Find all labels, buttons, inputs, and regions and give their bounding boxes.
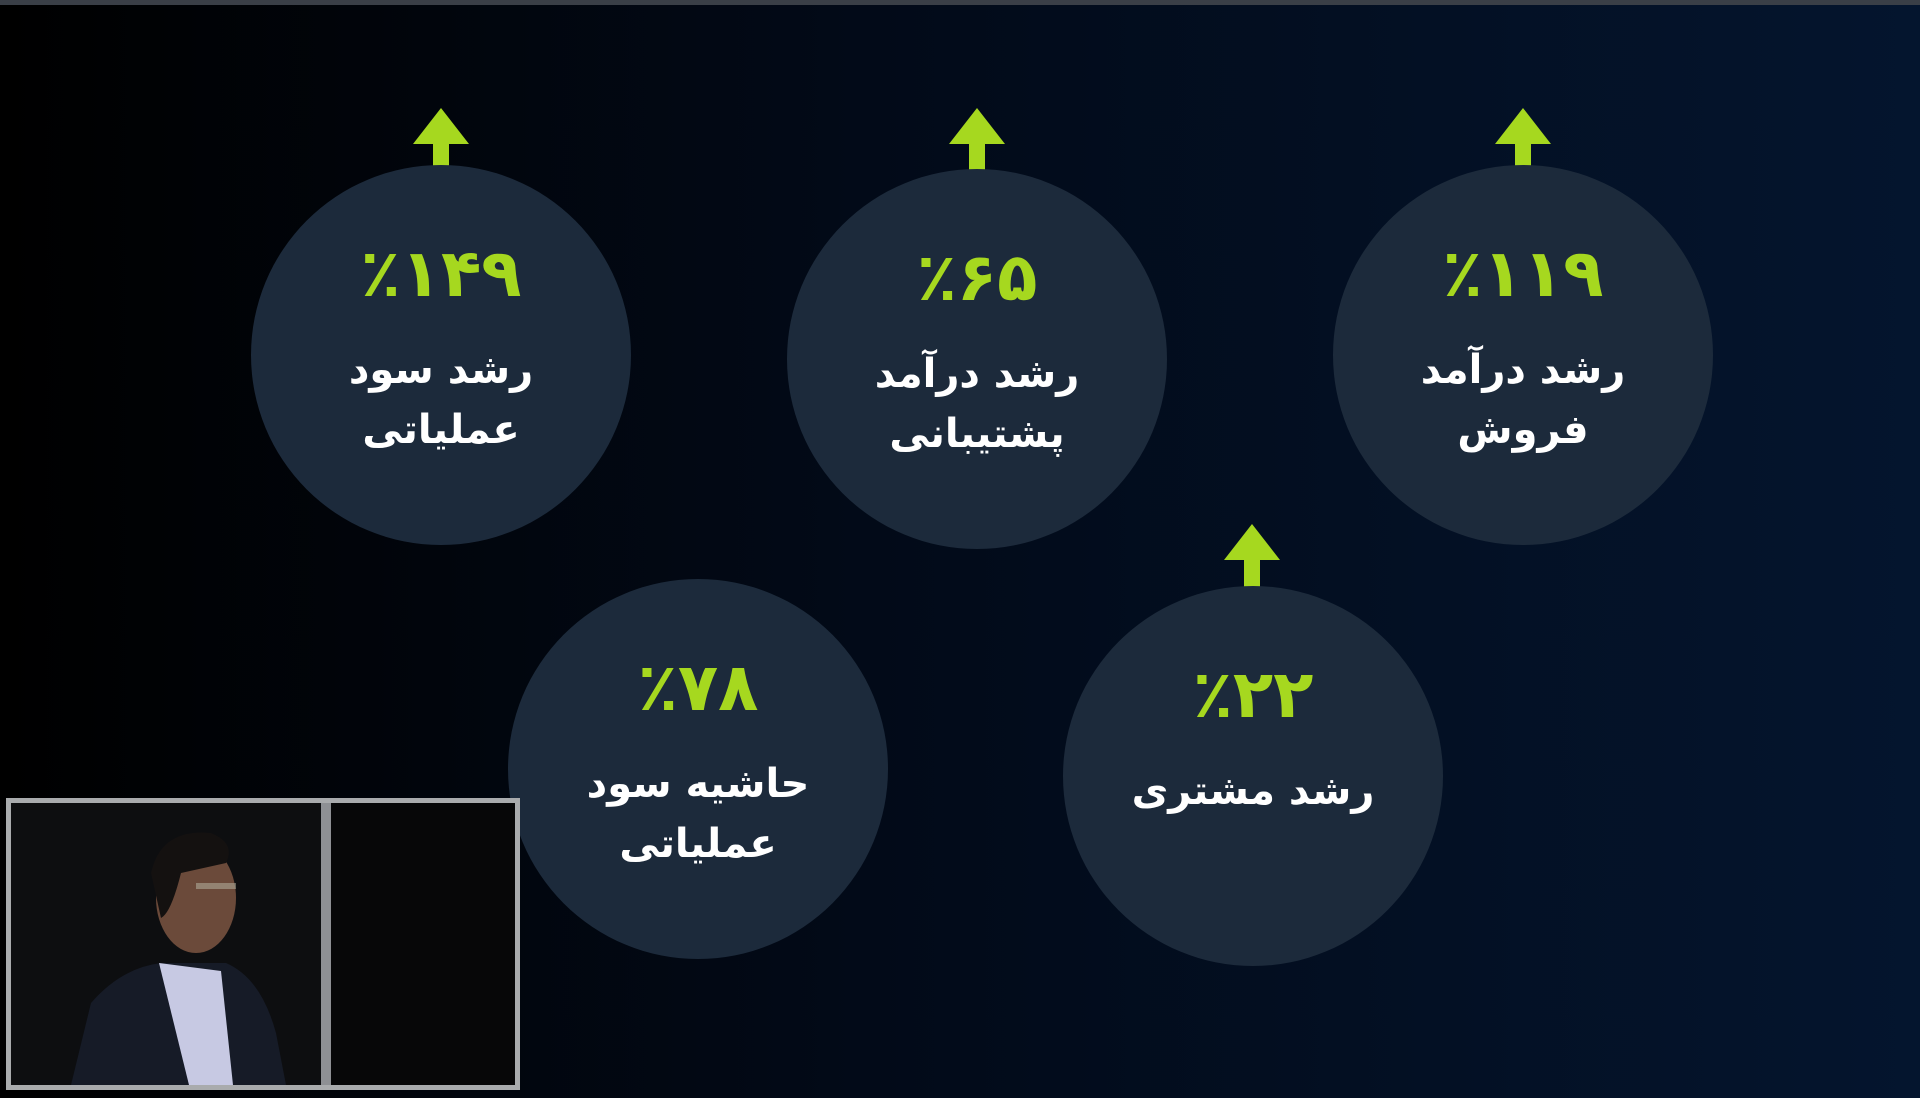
metric-value: ٪۲۲ [1192,656,1316,733]
metric-sales-revenue-growth: ٪۱۱۹ رشد درآمد فروش [1333,165,1713,545]
metric-label: حاشیه سود عملیاتی [586,761,810,867]
metric-value: ٪۷۸ [637,649,761,726]
presenter-video-icon [11,803,515,1085]
metric-label: رشد مشتری [1131,768,1375,814]
metric-operating-margin: ٪۷۸ حاشیه سود عملیاتی [508,579,888,959]
metric-support-revenue-growth: ٪۶۵ رشد درآمد پشتیبانی [787,169,1167,549]
top-bar [0,0,1920,5]
metric-label: رشد درآمد پشتیبانی [874,351,1080,457]
metric-operating-profit-growth: ٪۱۴۹ رشد سود عملیاتی [251,165,631,545]
metric-label: رشد سود عملیاتی [348,347,534,453]
metric-value: ٪۱۴۹ [360,235,523,312]
arrow-up-icon [1224,524,1280,602]
presenter-webcam [6,798,520,1090]
metric-customer-growth: ٪۲۲ رشد مشتری [1063,586,1443,966]
metric-label: رشد درآمد فروش [1420,347,1626,453]
arrow-up-icon [949,108,1005,186]
metric-value: ٪۱۱۹ [1442,235,1605,312]
arrow-up-icon [413,108,469,186]
arrow-up-icon [1495,108,1551,186]
metric-value: ٪۶۵ [916,239,1040,316]
